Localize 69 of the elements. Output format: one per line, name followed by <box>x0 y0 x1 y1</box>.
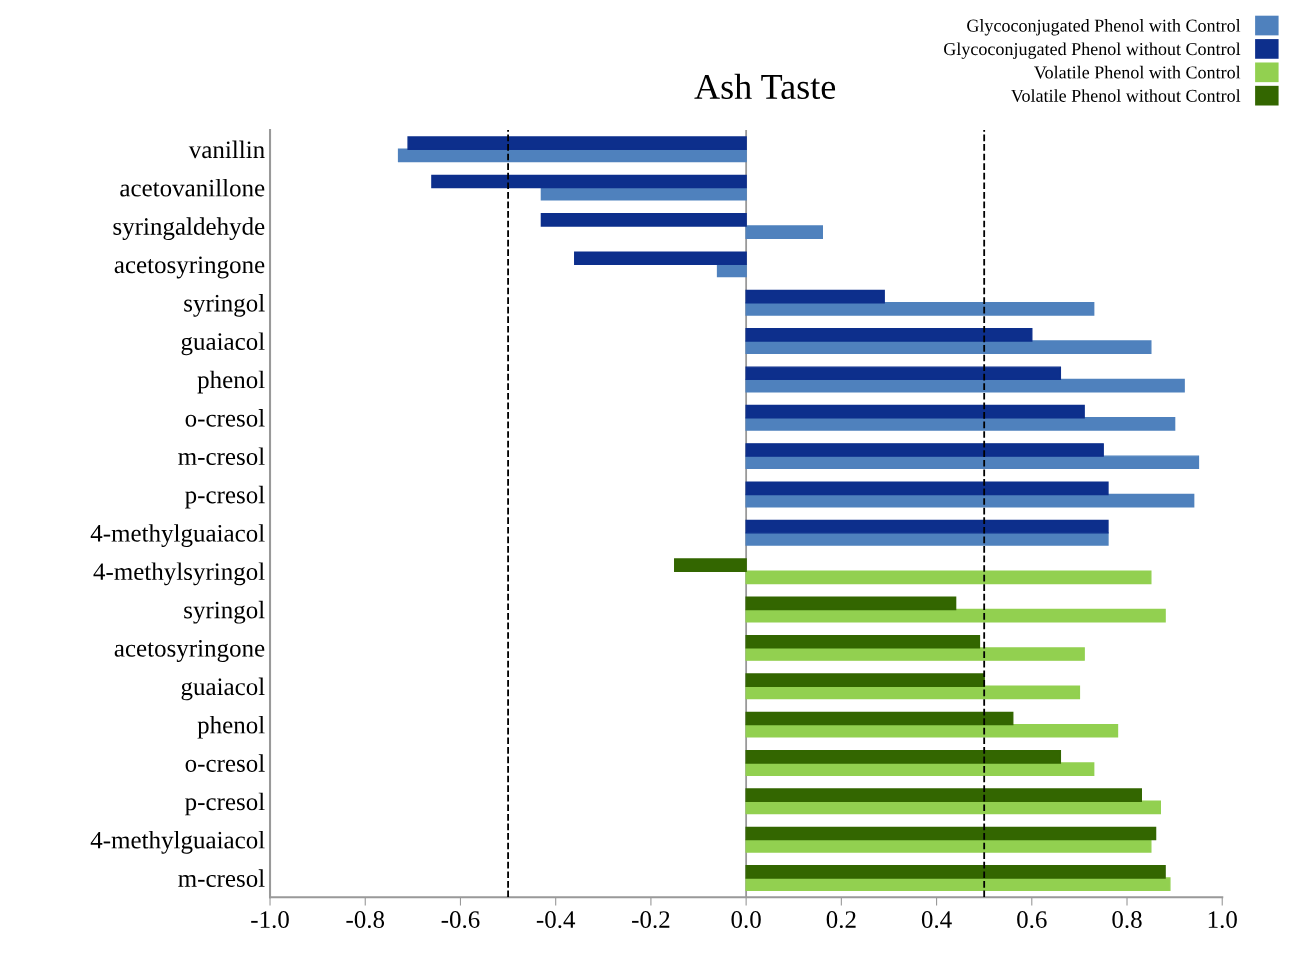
y-tick-label: 4-methylguaiacol <box>90 831 265 854</box>
x-tick-label: 0.0 <box>731 911 761 929</box>
x-tick-label: 0.4 <box>921 911 952 929</box>
bar <box>745 838 1152 853</box>
bar <box>745 749 1062 764</box>
bar <box>745 289 885 304</box>
x-tick-label: 0.2 <box>826 911 856 929</box>
y-tick-label: syringaldehyde <box>113 217 265 241</box>
x-tick-label: -1.0 <box>251 911 289 929</box>
y-tick-label: 4-methylsyringol <box>93 562 265 586</box>
bar <box>745 723 1119 738</box>
y-tick-label: acetosyringone <box>114 256 265 279</box>
bar <box>745 404 1085 419</box>
y-tick-label: phenol <box>197 715 265 739</box>
x-tick-label: -0.8 <box>346 911 385 929</box>
bar <box>745 519 1109 534</box>
chart-title: Ash Taste <box>694 73 836 100</box>
bar <box>745 673 985 687</box>
y-tick-label: guaiacol <box>181 332 265 356</box>
y-tick-label: acetovanillone <box>120 178 265 197</box>
legend-label: Volatile Phenol with Control <box>1034 65 1241 79</box>
bar <box>745 417 1176 431</box>
bar <box>745 596 957 611</box>
legend-label: Volatile Phenol without Control <box>1010 89 1241 102</box>
bar <box>745 711 1014 726</box>
x-tick-label: 0.6 <box>1017 911 1047 929</box>
bar <box>745 647 1085 661</box>
bar <box>745 225 824 239</box>
x-tick-label: -0.2 <box>632 911 670 929</box>
bar <box>431 174 747 189</box>
x-tick-label: 0.8 <box>1112 911 1142 929</box>
y-tick-label: o-cresol <box>185 409 265 427</box>
x-tick-label: 1.0 <box>1208 911 1237 929</box>
y-tick-label: m-cresol <box>178 869 265 887</box>
bar <box>745 634 981 649</box>
x-tick-label: -0.6 <box>441 911 480 929</box>
y-tick-label: p-cresol <box>185 485 265 509</box>
x-tick-label: -0.4 <box>536 911 576 929</box>
legend-label: Glycoconjugated Phenol without Control <box>944 42 1241 59</box>
bar <box>674 558 747 572</box>
bar <box>745 788 1142 803</box>
bar <box>745 443 1104 457</box>
y-tick-label: syringol <box>184 600 265 624</box>
y-tick-label: 4-methylguaiacol <box>90 524 265 547</box>
y-tick-label: m-cresol <box>178 447 265 466</box>
legend-label: Glycoconjugated Phenol with Control <box>967 19 1241 36</box>
y-tick-label: phenol <box>197 370 265 394</box>
bar <box>745 685 1081 700</box>
bar <box>745 481 1109 496</box>
bar <box>745 302 1095 316</box>
y-tick-label: o-cresol <box>185 754 265 772</box>
bar <box>574 251 747 266</box>
y-tick-label: syringol <box>184 294 265 317</box>
bar <box>745 366 1062 381</box>
y-tick-label: vanillin <box>188 140 265 159</box>
bar <box>745 826 1157 841</box>
bar <box>745 340 1152 355</box>
bar <box>745 378 1185 393</box>
y-tick-label: acetosyringone <box>114 639 265 662</box>
bar <box>745 865 1166 879</box>
bar <box>745 455 1200 470</box>
y-tick-label: guaiacol <box>181 677 265 701</box>
bar <box>540 213 747 227</box>
y-tick-label: p-cresol <box>185 792 265 816</box>
bar <box>745 570 1152 585</box>
bar <box>407 136 747 150</box>
bar <box>540 186 747 201</box>
bar <box>745 608 1166 623</box>
bar <box>745 328 1033 342</box>
